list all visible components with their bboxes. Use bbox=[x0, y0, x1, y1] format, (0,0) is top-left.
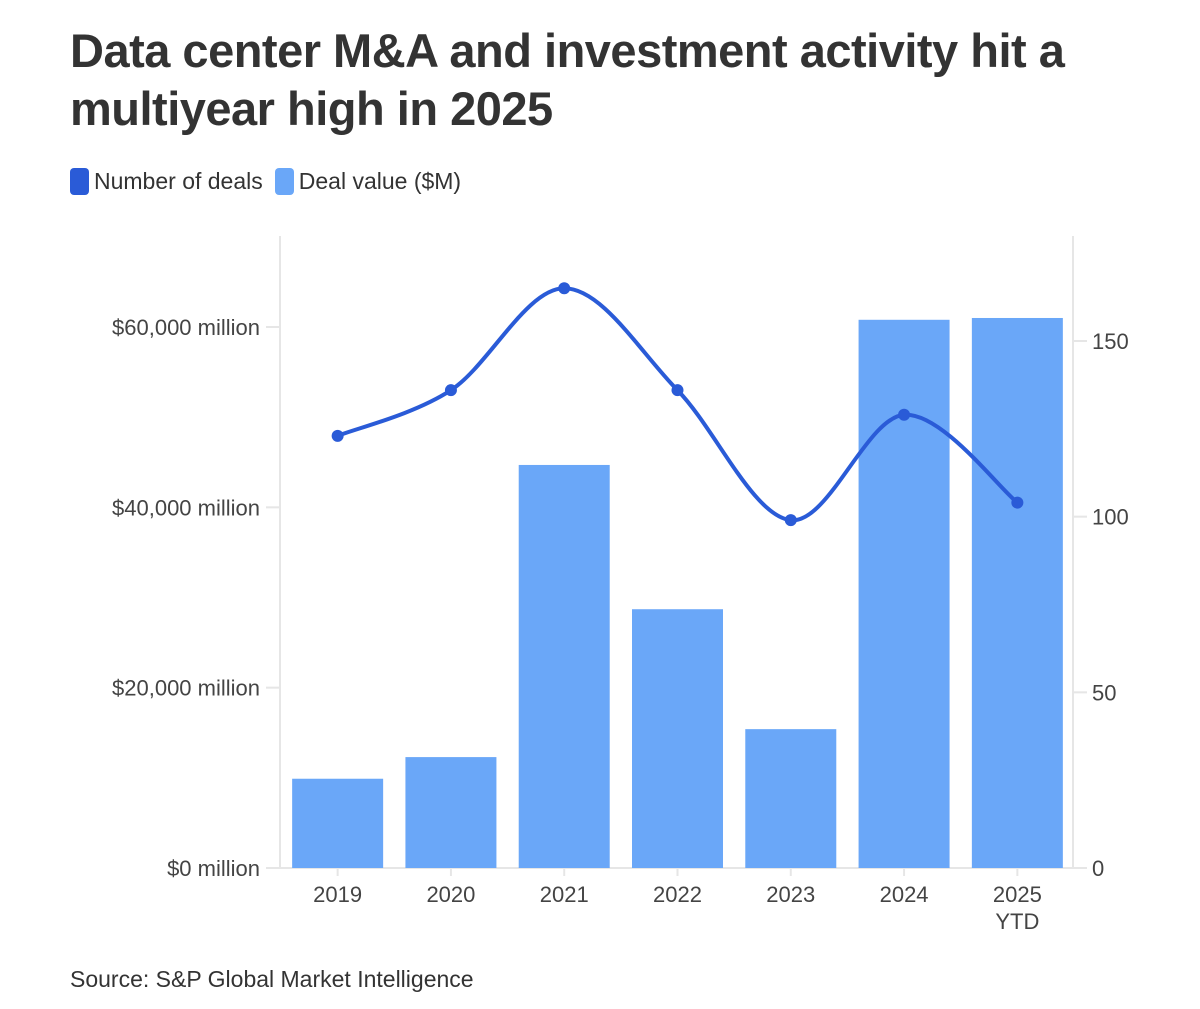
x-axis-tick-label: 2022 bbox=[653, 882, 702, 907]
legend-label-value: Deal value ($M) bbox=[298, 168, 462, 194]
deals-point-2019 bbox=[331, 429, 344, 442]
left-axis-tick-label: $40,000 million bbox=[112, 495, 260, 520]
x-axis-tick-label: 2021 bbox=[540, 882, 589, 907]
x-axis-tick-label: 2020 bbox=[426, 882, 475, 907]
deals-point-2025-ytd bbox=[1011, 496, 1024, 509]
bar-2023 bbox=[745, 729, 837, 868]
bar-2021 bbox=[518, 464, 610, 868]
bar-2020 bbox=[405, 757, 497, 868]
left-axis-tick-label: $0 million bbox=[167, 856, 260, 881]
legend-label-deals: Number of deals bbox=[94, 168, 263, 194]
deals-point-2021 bbox=[558, 282, 571, 295]
deals-point-2022 bbox=[671, 384, 684, 397]
legend: Number of deals Deal value ($M) bbox=[70, 168, 473, 195]
right-axis-tick-label: 100 bbox=[1092, 505, 1129, 530]
x-axis-tick-label: 2023 bbox=[766, 882, 815, 907]
x-axis-tick-label: YTD bbox=[995, 909, 1039, 934]
left-axis-tick-label: $20,000 million bbox=[112, 676, 260, 701]
x-axis-tick-label: 2024 bbox=[880, 882, 929, 907]
bar-2019 bbox=[292, 778, 384, 868]
bar-2025-ytd bbox=[971, 317, 1063, 868]
left-axis-tick-label: $60,000 million bbox=[112, 315, 260, 340]
x-axis-tick-label: 2019 bbox=[313, 882, 362, 907]
bar-2024 bbox=[858, 319, 950, 869]
source-note: Source: S&P Global Market Intelligence bbox=[70, 966, 474, 992]
deals-point-2023 bbox=[784, 514, 797, 527]
legend-swatch-value bbox=[274, 168, 294, 195]
legend-swatch-deals bbox=[70, 168, 89, 195]
right-axis-tick-label: 50 bbox=[1092, 680, 1116, 705]
legend-item-deals: Number of deals bbox=[70, 168, 263, 195]
right-axis-tick-label: 0 bbox=[1092, 856, 1104, 881]
bar-2022 bbox=[632, 609, 723, 868]
legend-item-value: Deal value ($M) bbox=[274, 168, 462, 195]
right-axis-tick-label: 150 bbox=[1092, 329, 1129, 354]
deals-point-2024 bbox=[898, 408, 911, 421]
chart-title: Data center M&A and investment activity … bbox=[70, 24, 1065, 135]
deals-point-2020 bbox=[444, 384, 457, 397]
x-axis-tick-label: 2025 bbox=[993, 882, 1042, 907]
